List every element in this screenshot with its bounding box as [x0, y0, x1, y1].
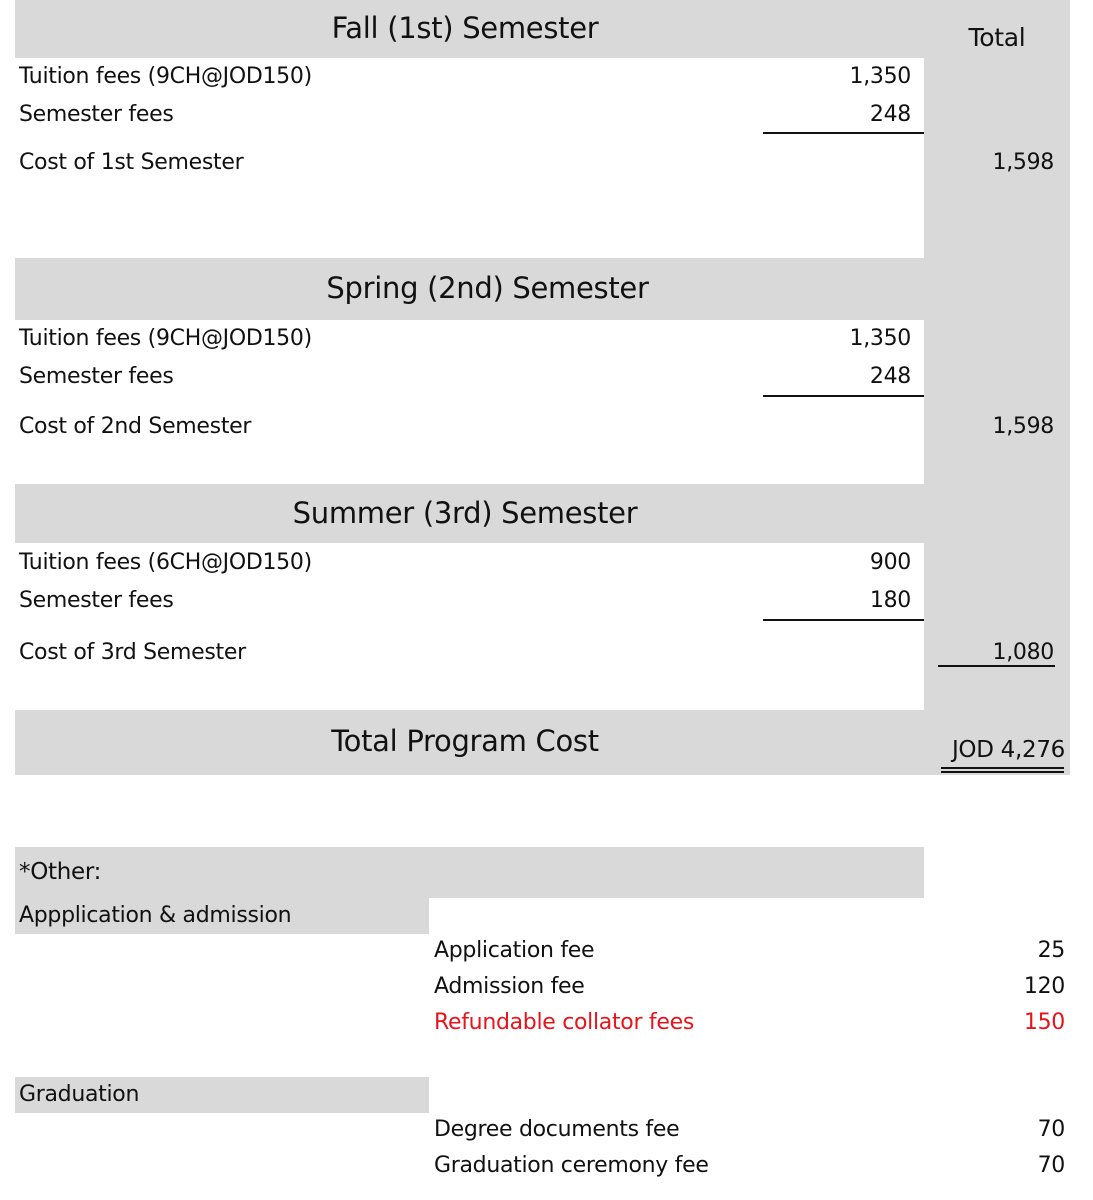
- graduation-title: Graduation: [19, 1082, 140, 1107]
- spring-tuition-label: Tuition fees (9CH@JOD150): [19, 326, 312, 351]
- summer-fees-label: Semester fees: [19, 588, 174, 613]
- total-double-underline-bottom: [941, 771, 1064, 773]
- spring-fees-value: 248: [869, 364, 911, 389]
- fall-fees-value: 248: [869, 102, 911, 127]
- refundable-collator-fees-value: 150: [1023, 1010, 1065, 1035]
- total-program-cost-label: Total Program Cost: [331, 724, 599, 758]
- total-bar: [15, 710, 1070, 775]
- fall-header-bar: [15, 0, 924, 58]
- summer-header-bar: [15, 484, 924, 543]
- spring-title: Spring (2nd) Semester: [326, 271, 649, 305]
- total-program-cost-value: JOD 4,276: [951, 737, 1065, 763]
- application-bar: [15, 898, 429, 934]
- application-fee-label: Application fee: [434, 938, 595, 963]
- graduation-ceremony-fee-label: Graduation ceremony fee: [434, 1153, 709, 1178]
- summer-cost-label: Cost of 3rd Semester: [19, 640, 246, 665]
- other-title: *Other:: [19, 859, 102, 885]
- spring-subtotal-rule: [763, 395, 924, 397]
- other-bar: [15, 847, 924, 898]
- summer-cost-value: 1,080: [992, 640, 1055, 665]
- application-title: Appplication & admission: [19, 903, 292, 928]
- total-header: Total: [968, 23, 1026, 52]
- summer-tuition-value: 900: [869, 550, 911, 575]
- spring-cost-value: 1,598: [992, 414, 1055, 439]
- summer-cost-underline: [938, 665, 1055, 667]
- fall-cost-label: Cost of 1st Semester: [19, 150, 244, 175]
- graduation-bar: [15, 1077, 429, 1113]
- summer-tuition-label: Tuition fees (6CH@JOD150): [19, 550, 312, 575]
- summer-title: Summer (3rd) Semester: [292, 496, 638, 530]
- admission-fee-value: 120: [1023, 974, 1065, 999]
- degree-documents-fee-value: 70: [1037, 1117, 1066, 1142]
- fall-tuition-label: Tuition fees (9CH@JOD150): [19, 64, 312, 89]
- refundable-collator-fees-label: Refundable collator fees: [434, 1010, 694, 1035]
- graduation-ceremony-fee-value: 70: [1037, 1153, 1066, 1178]
- spring-fees-label: Semester fees: [19, 364, 174, 389]
- fall-fees-label: Semester fees: [19, 102, 174, 127]
- degree-documents-fee-label: Degree documents fee: [434, 1117, 680, 1142]
- fall-cost-value: 1,598: [992, 150, 1055, 175]
- fall-title: Fall (1st) Semester: [331, 11, 599, 45]
- spring-header-bar: [15, 258, 924, 320]
- fall-subtotal-rule: [763, 132, 924, 134]
- total-double-underline-top: [941, 767, 1064, 769]
- total-column-bg: [924, 0, 1070, 775]
- fall-tuition-value: 1,350: [849, 64, 912, 89]
- spring-cost-label: Cost of 2nd Semester: [19, 414, 252, 439]
- spring-tuition-value: 1,350: [849, 326, 912, 351]
- summer-subtotal-rule: [763, 619, 924, 621]
- admission-fee-label: Admission fee: [434, 974, 585, 999]
- application-fee-value: 25: [1037, 938, 1066, 963]
- summer-fees-value: 180: [869, 588, 911, 613]
